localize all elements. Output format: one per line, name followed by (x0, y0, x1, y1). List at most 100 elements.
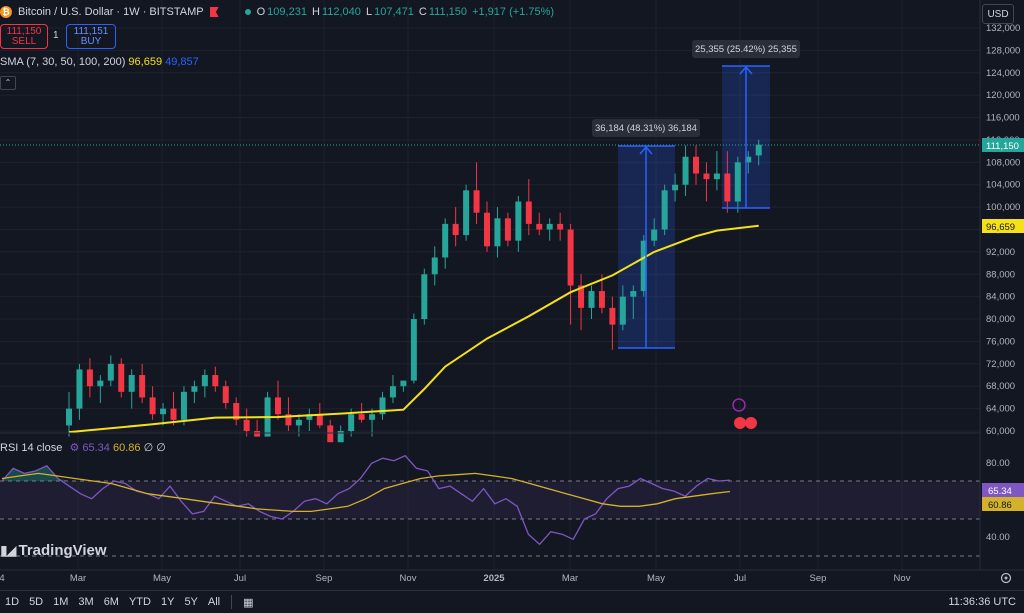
candle (557, 212, 564, 241)
candle (504, 212, 511, 247)
candle (275, 380, 281, 420)
tradingview-logo-text: TradingView (18, 542, 107, 559)
rsi-line (1, 454, 731, 546)
flag-icon[interactable] (209, 7, 219, 17)
currency-selector[interactable]: USD (982, 4, 1014, 24)
symbol-title[interactable]: Bitcoin / U.S. Dollar · 1W · BITSTAMP (18, 6, 204, 18)
candle (128, 369, 135, 409)
candle (713, 151, 720, 191)
tradingview-logo[interactable]: ▮◢ TradingView (0, 542, 107, 559)
candle (588, 285, 595, 320)
candle (494, 207, 501, 258)
candle (327, 419, 334, 443)
rsi-value: 65.34 (82, 442, 110, 454)
ohlc-values: O 109,231 H 112,040 L 107,471 C 111,150 +1,9… (256, 6, 555, 18)
rsi-axis[interactable]: 80.00 40.00 (986, 458, 1010, 543)
sell-button[interactable]: 111,150 SELL (0, 24, 48, 49)
sma-value-1: 96,659 (128, 56, 163, 68)
price-tick-label: 120,000 (986, 90, 1020, 101)
price-tick-label: 72,000 (986, 359, 1015, 370)
range-6m[interactable]: 6M (103, 596, 119, 608)
buy-price: 111,151 (73, 25, 109, 37)
candle (525, 179, 532, 236)
price-tick-label: 80,000 (986, 314, 1015, 325)
candle (734, 156, 741, 213)
rsi-band (0, 481, 980, 519)
calendar-icon[interactable]: ▦ (243, 596, 254, 609)
buy-button[interactable]: 111,151 BUY (66, 24, 116, 49)
range-1m[interactable]: 1M (53, 596, 69, 608)
price-tick-label: 92,000 (986, 247, 1015, 258)
price-tick-label: 124,000 (986, 68, 1020, 79)
price-tick-label: 68,000 (986, 381, 1015, 392)
rsi-label: RSI 14 close (0, 442, 63, 454)
sma-line (68, 224, 759, 434)
candle (264, 391, 271, 437)
price-axis[interactable]: 132,000128,000124,000120,000116,000112,0… (986, 23, 1020, 437)
symbol-legend: ₿ Bitcoin / U.S. Dollar · 1W · BITSTAMP … (0, 6, 556, 18)
settings-gear-icon[interactable] (1000, 572, 1012, 584)
price-tag-last: 111,150 (982, 138, 1024, 152)
measure-1-label-box: 36,184 (48.31%) 36,184 (592, 119, 700, 137)
range-1y[interactable]: 1Y (160, 596, 175, 608)
rsi-tick-80: 80.00 (986, 458, 1010, 469)
time-tick-label: May (647, 573, 665, 584)
economic-event-icon (734, 417, 746, 429)
range-ytd[interactable]: YTD (128, 596, 151, 608)
candle (755, 139, 762, 166)
time-axis[interactable]: 4 Mar May Jul Sep Nov 2025 Mar May Jul Sep Nov (0, 573, 911, 584)
measure-2-label-box: 25,355 (25.42%) 25,355 (692, 40, 800, 58)
measure-1-arrows (618, 145, 675, 349)
range-3m[interactable]: 3M (78, 596, 94, 608)
candle (243, 408, 250, 437)
candle (233, 397, 240, 426)
candle (170, 391, 177, 426)
time-tick-label: May (153, 573, 171, 584)
event-icons[interactable] (732, 398, 757, 429)
price-tick-label: 104,000 (986, 180, 1020, 191)
rsi-legend[interactable]: RSI 14 close ⚙ 65.34 60.86 ∅ ∅ (0, 441, 166, 454)
range-all[interactable]: All (207, 596, 221, 608)
sma-legend[interactable]: SMA (7, 30, 50, 100, 200) 96,659 49,857 (0, 56, 199, 68)
candle (703, 162, 710, 202)
candle (442, 218, 449, 269)
time-tick-label: 4 (0, 573, 5, 584)
price-tick-label: 100,000 (986, 202, 1020, 213)
collapse-legend-button[interactable]: ⌃ (0, 76, 16, 90)
candlestick-series[interactable] (66, 139, 762, 443)
range-5d[interactable]: 5D (29, 596, 44, 608)
measure-2-label: 25,355 (25.42%) 25,355 (695, 44, 797, 55)
candle (76, 363, 83, 420)
time-tick-label: Jul (734, 573, 746, 584)
clock[interactable]: 11:36:36 UTC (948, 596, 1016, 608)
range-1d[interactable]: 1D (5, 596, 20, 608)
sma-value: 96,659 (986, 222, 1015, 233)
price-tick-label: 108,000 (986, 157, 1020, 168)
buy-label: BUY (80, 35, 102, 47)
candle (431, 246, 438, 286)
sma-value-2: 49,857 (165, 56, 199, 68)
spread-value: 1 (53, 30, 59, 41)
price-tick-label: 60,000 (986, 426, 1015, 437)
candle (191, 380, 198, 404)
range-5y[interactable]: 5Y (184, 596, 198, 608)
candle (254, 419, 261, 437)
tradingview-logo-icon: ▮◢ (0, 542, 17, 558)
rsi-ma-line (1, 472, 731, 513)
candle (139, 363, 146, 404)
candle (452, 207, 459, 247)
last-price-value: 111,150 (986, 141, 1019, 152)
time-tick-label: Sep (810, 573, 827, 584)
rsi-settings-icon[interactable]: ⚙ (69, 442, 80, 454)
candle (693, 145, 699, 185)
candle (66, 391, 72, 437)
candle (118, 358, 125, 398)
candle (97, 375, 104, 404)
market-status-icon (244, 9, 251, 15)
bitcoin-icon: ₿ (0, 6, 12, 18)
measure-2-arrows (722, 65, 770, 209)
candle (567, 223, 574, 325)
candle (651, 218, 658, 247)
candle (306, 408, 313, 431)
